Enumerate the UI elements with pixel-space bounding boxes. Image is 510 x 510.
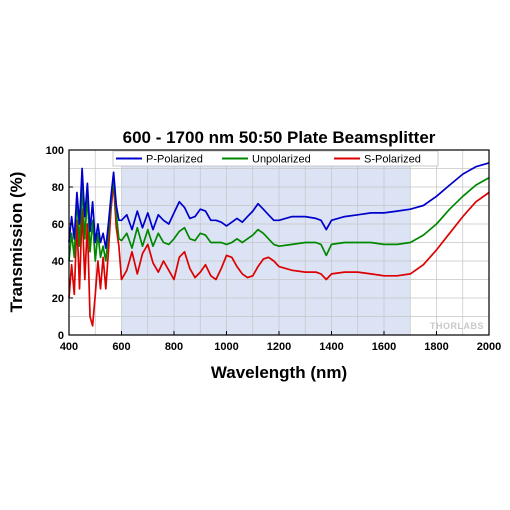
x-tick-label: 1600: [372, 341, 396, 353]
legend-box: [112, 150, 439, 167]
legend-label-s-polarized: S-Polarized: [364, 154, 421, 166]
x-axis-title: Wavelength (nm): [211, 363, 347, 382]
x-tick-label: 600: [112, 341, 130, 353]
series-line-unpolarized: [68, 176, 490, 262]
y-tick-label: 80: [52, 182, 64, 194]
series-lines: [68, 162, 490, 327]
x-tick-label: 1800: [424, 341, 448, 353]
series-line-s-polarized: [68, 182, 490, 327]
series-line-p-polarized: [68, 162, 490, 249]
legend-label-p-polarized: P-Polarized: [146, 154, 203, 166]
chart-title: 600 - 1700 nm 50:50 Plate Beamsplitter: [123, 128, 436, 147]
watermark-logo: THORLABS: [430, 321, 484, 331]
y-tick-label: 60: [52, 219, 64, 231]
y-tick-label: 20: [52, 293, 64, 305]
x-tick-label: 800: [165, 341, 183, 353]
y-axis-ticks: 0 20 40 60 80 100: [46, 145, 73, 342]
y-tick-label: 100: [46, 145, 64, 157]
y-axis-title: Transmission (%): [7, 172, 26, 313]
x-tick-label: 400: [60, 341, 78, 353]
x-tick-label: 2000: [477, 341, 501, 353]
x-tick-label: 1000: [214, 341, 238, 353]
y-tick-label: 40: [52, 256, 64, 268]
x-axis-ticks: 400 600 800 1000 1200 1400 1600 1800 2000: [60, 331, 501, 353]
y-tick-label: 0: [58, 330, 64, 342]
grid-lines: [69, 150, 489, 335]
x-tick-label: 1400: [319, 341, 343, 353]
legend-label-unpolarized: Unpolarized: [252, 154, 311, 166]
legend: P-Polarized Unpolarized S-Polarized: [112, 150, 439, 167]
x-tick-label: 1200: [267, 341, 291, 353]
